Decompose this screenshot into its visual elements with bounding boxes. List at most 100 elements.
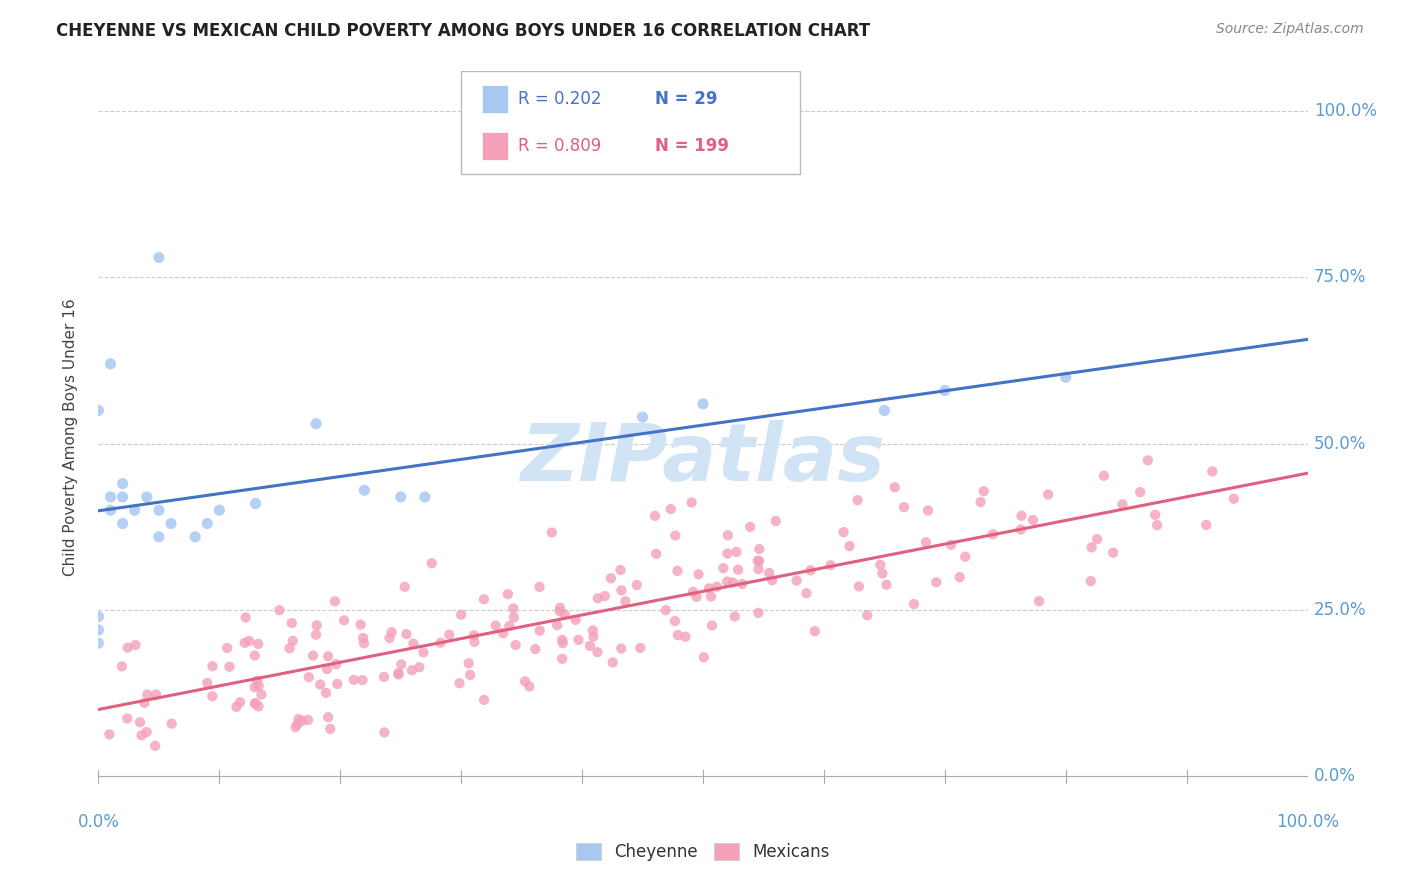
- Point: [243, 680, 266, 694]
- Point: [395, 627, 418, 641]
- Point: [284, 720, 307, 734]
- Point: [586, 645, 609, 659]
- Point: [201, 690, 224, 704]
- Point: [675, 630, 697, 644]
- Point: [111, 516, 134, 531]
- Point: [567, 632, 589, 647]
- Point: [725, 545, 748, 559]
- Point: [297, 713, 319, 727]
- Point: [981, 527, 1004, 541]
- Point: [100, 357, 122, 371]
- Point: [243, 697, 266, 711]
- Point: [247, 679, 270, 693]
- Point: [100, 490, 122, 504]
- Point: [546, 618, 568, 632]
- Point: [492, 626, 515, 640]
- Point: [305, 618, 328, 632]
- Point: [934, 384, 956, 398]
- Point: [381, 625, 404, 640]
- Point: [586, 591, 609, 606]
- Point: [316, 710, 339, 724]
- Point: [195, 676, 218, 690]
- Point: [315, 686, 337, 700]
- Point: [449, 676, 471, 690]
- Point: [727, 563, 749, 577]
- Point: [124, 638, 146, 652]
- Point: [644, 508, 666, 523]
- Point: [229, 695, 252, 709]
- Point: [136, 688, 159, 702]
- Point: [883, 480, 905, 494]
- Point: [498, 619, 520, 633]
- Point: [682, 584, 704, 599]
- Point: [876, 578, 898, 592]
- Point: [529, 624, 551, 638]
- Point: [1195, 518, 1218, 533]
- Point: [387, 665, 409, 680]
- Point: [378, 631, 401, 645]
- Point: [325, 657, 347, 672]
- Text: 50.0%: 50.0%: [1313, 434, 1367, 453]
- Point: [412, 645, 434, 659]
- Point: [973, 484, 995, 499]
- Point: [614, 594, 637, 608]
- Point: [758, 566, 780, 580]
- Point: [724, 609, 747, 624]
- Text: R = 0.809: R = 0.809: [517, 137, 602, 155]
- Point: [458, 668, 481, 682]
- Point: [915, 535, 938, 549]
- Point: [740, 520, 762, 534]
- Point: [666, 628, 689, 642]
- Point: [925, 575, 948, 590]
- Point: [472, 592, 495, 607]
- Point: [848, 579, 870, 593]
- Text: 25.0%: 25.0%: [1313, 601, 1367, 619]
- Point: [564, 613, 586, 627]
- Point: [872, 566, 894, 581]
- Point: [1038, 487, 1060, 501]
- Point: [111, 659, 134, 673]
- Point: [402, 637, 425, 651]
- Point: [803, 624, 825, 639]
- Point: [124, 503, 146, 517]
- Point: [394, 580, 416, 594]
- Point: [1022, 513, 1045, 527]
- Point: [1144, 508, 1167, 522]
- Point: [582, 630, 605, 644]
- Point: [1136, 453, 1159, 467]
- Point: [111, 490, 134, 504]
- Point: [287, 712, 309, 726]
- Point: [343, 673, 366, 687]
- Point: [969, 495, 991, 509]
- Point: [195, 516, 218, 531]
- Point: [134, 696, 156, 710]
- Point: [302, 648, 325, 663]
- Point: [245, 696, 267, 710]
- Point: [208, 503, 231, 517]
- Point: [319, 722, 342, 736]
- Point: [408, 660, 430, 674]
- Point: [541, 525, 564, 540]
- Point: [387, 667, 409, 681]
- Point: [548, 600, 571, 615]
- Point: [747, 562, 769, 576]
- Point: [628, 640, 651, 655]
- Point: [747, 606, 769, 620]
- Point: [117, 640, 139, 655]
- Point: [1111, 497, 1133, 511]
- Point: [610, 583, 633, 598]
- Point: [373, 670, 395, 684]
- Point: [148, 251, 170, 265]
- Point: [143, 739, 166, 753]
- Point: [716, 547, 738, 561]
- Point: [524, 642, 547, 657]
- Bar: [482, 85, 509, 112]
- Text: 75.0%: 75.0%: [1313, 268, 1367, 286]
- Point: [1010, 523, 1032, 537]
- Point: [129, 715, 152, 730]
- Point: [846, 493, 869, 508]
- Point: [551, 632, 574, 647]
- Point: [439, 628, 461, 642]
- Point: [748, 542, 770, 557]
- Point: [131, 728, 153, 742]
